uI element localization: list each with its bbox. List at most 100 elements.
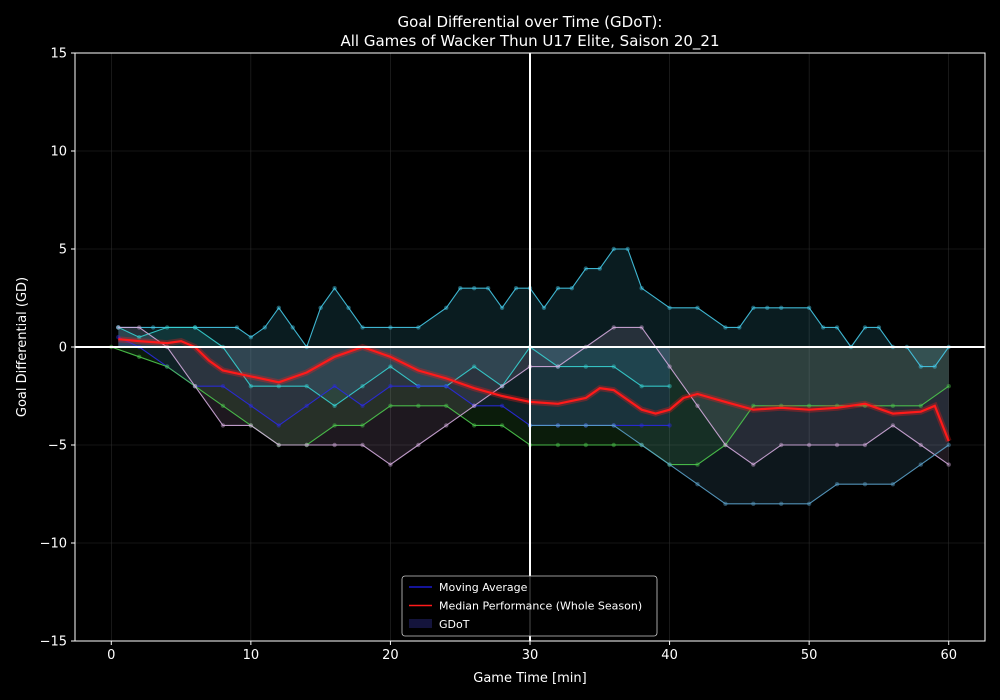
data-point-game-1	[485, 286, 491, 291]
data-point-game-1	[569, 286, 575, 291]
data-point-game-6	[611, 423, 616, 428]
data-point-game-5	[806, 442, 812, 448]
data-point-game-1	[639, 286, 644, 291]
gdot-line-game-2	[118, 326, 670, 407]
data-point-game-5	[723, 442, 728, 448]
x-tick-label: 0	[107, 648, 115, 663]
data-point-game-3	[444, 384, 449, 389]
data-point-game-2	[116, 325, 121, 330]
y-tick-label: −15	[40, 635, 67, 650]
data-point-game-4	[499, 423, 505, 428]
data-point-game-2	[276, 384, 281, 389]
data-point-game-5	[555, 364, 561, 369]
data-point-game-2	[611, 364, 616, 369]
data-point-game-2	[471, 364, 477, 369]
data-point-game-4	[444, 403, 449, 408]
gdot-area-game-1	[118, 249, 949, 367]
data-point-game-3	[332, 384, 337, 389]
data-point-game-2	[360, 384, 365, 389]
data-point-game-5	[276, 442, 281, 448]
legend: Moving Average Median Performance (Whole …	[401, 575, 658, 637]
data-point-game-4	[890, 403, 896, 408]
data-point-game-1	[458, 286, 463, 291]
data-point-game-2	[583, 364, 589, 369]
data-point-game-4	[332, 423, 337, 428]
x-axis-label: Game Time [min]	[473, 671, 586, 686]
y-tick-label: −10	[40, 537, 67, 552]
data-point-game-1	[876, 325, 882, 330]
x-tick-label: 60	[940, 648, 957, 663]
data-point-game-1	[667, 305, 672, 310]
data-point-game-2	[192, 325, 198, 330]
x-tick-label: 20	[382, 648, 399, 663]
data-point-game-5	[248, 423, 254, 428]
legend-label-3: GDoT	[439, 618, 470, 631]
data-point-game-1	[360, 325, 365, 330]
data-point-game-3	[499, 403, 505, 408]
data-point-game-5	[332, 442, 337, 448]
data-point-game-5	[667, 364, 672, 369]
legend-swatch-3	[409, 619, 432, 628]
data-point-game-5	[416, 442, 421, 448]
data-point-game-6	[862, 482, 868, 487]
data-point-game-4	[555, 442, 561, 448]
data-point-game-5	[918, 442, 923, 448]
y-axis-label: Goal Differential (GD)	[15, 277, 30, 417]
data-point-game-4	[806, 403, 812, 408]
data-point-game-2	[137, 335, 142, 340]
data-point-game-4	[164, 364, 170, 369]
data-point-game-2	[304, 384, 309, 389]
data-point-game-1	[597, 266, 602, 271]
data-point-game-2	[248, 384, 254, 389]
median-performance-line	[118, 338, 950, 442]
data-point-game-4	[388, 403, 393, 408]
data-point-game-1	[862, 325, 868, 330]
data-point-game-1	[276, 305, 281, 310]
data-point-game-6	[583, 423, 589, 428]
data-point-game-1	[555, 286, 561, 291]
data-point-game-1	[248, 335, 254, 340]
data-point-game-4	[918, 403, 923, 408]
x-tick-label: 40	[661, 648, 678, 663]
data-point-game-5	[192, 384, 198, 389]
data-point-game-5	[388, 462, 393, 467]
data-point-game-1	[611, 246, 616, 252]
data-point-game-5	[220, 423, 226, 428]
data-point-game-4	[946, 384, 951, 389]
data-point-game-6	[555, 423, 561, 428]
data-point-game-6	[834, 482, 840, 487]
data-point-game-6	[667, 462, 672, 467]
data-point-game-2	[332, 403, 337, 408]
data-point-game-5	[946, 462, 951, 467]
data-point-game-5	[862, 442, 868, 448]
data-point-game-1	[918, 364, 923, 369]
data-point-game-1	[499, 305, 505, 310]
data-point-game-6	[695, 482, 700, 487]
data-point-game-3	[220, 384, 226, 389]
data-point-game-1	[932, 364, 937, 369]
data-point-game-1	[513, 286, 519, 291]
data-point-game-5	[639, 325, 644, 330]
data-point-game-1	[779, 305, 784, 310]
data-point-game-2	[164, 325, 170, 330]
data-point-game-1	[471, 286, 477, 291]
data-point-game-1	[695, 305, 700, 310]
x-tick-label: 10	[243, 648, 260, 663]
data-point-game-1	[834, 325, 840, 330]
data-point-game-4	[583, 442, 589, 448]
gdot-line-game-1	[118, 248, 950, 368]
data-point-game-5	[611, 325, 616, 330]
data-point-game-5	[304, 442, 309, 448]
plot-area	[75, 52, 985, 642]
data-point-game-1	[625, 246, 630, 252]
data-point-game-6	[639, 442, 644, 448]
data-point-game-3	[416, 384, 421, 389]
data-point-game-6	[890, 482, 896, 487]
data-point-game-2	[667, 384, 672, 389]
data-point-game-4	[137, 354, 142, 359]
data-point-game-5	[695, 403, 700, 408]
data-point-game-1	[541, 305, 547, 310]
data-point-game-5	[137, 325, 142, 330]
data-point-game-5	[499, 384, 505, 389]
data-point-game-1	[234, 325, 240, 330]
